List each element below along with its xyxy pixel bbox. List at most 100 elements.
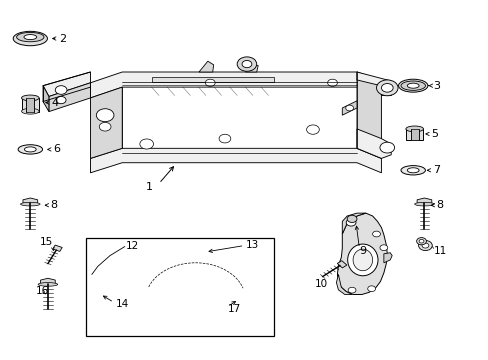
- Circle shape: [372, 231, 380, 237]
- Text: 16: 16: [35, 285, 49, 296]
- Circle shape: [367, 286, 375, 292]
- Circle shape: [379, 142, 394, 153]
- Text: 14: 14: [115, 299, 128, 309]
- Ellipse shape: [24, 147, 36, 152]
- Text: 4: 4: [52, 98, 59, 108]
- Text: 17: 17: [227, 304, 241, 314]
- Circle shape: [345, 105, 353, 111]
- Ellipse shape: [38, 283, 58, 286]
- Ellipse shape: [21, 108, 39, 114]
- Ellipse shape: [405, 126, 423, 132]
- Circle shape: [169, 266, 176, 271]
- Polygon shape: [356, 72, 390, 88]
- Polygon shape: [252, 282, 265, 291]
- Circle shape: [96, 109, 114, 122]
- Polygon shape: [41, 278, 55, 284]
- Circle shape: [346, 215, 356, 222]
- Circle shape: [184, 262, 191, 267]
- Bar: [410, 129, 418, 140]
- Circle shape: [418, 239, 423, 243]
- Text: 15: 15: [40, 237, 53, 247]
- Circle shape: [255, 283, 263, 289]
- Circle shape: [237, 57, 256, 71]
- Circle shape: [55, 86, 67, 94]
- Text: 8: 8: [436, 200, 443, 210]
- Bar: [85, 238, 273, 336]
- Bar: [405, 129, 423, 140]
- Ellipse shape: [18, 145, 42, 154]
- Text: 13: 13: [245, 240, 258, 250]
- Polygon shape: [416, 198, 431, 203]
- Text: 7: 7: [432, 165, 439, 175]
- Ellipse shape: [407, 168, 418, 173]
- Circle shape: [346, 219, 355, 226]
- Ellipse shape: [21, 95, 39, 101]
- Polygon shape: [43, 72, 90, 96]
- Bar: [26, 98, 34, 112]
- Text: 11: 11: [433, 246, 447, 256]
- Text: 2: 2: [59, 33, 66, 44]
- Polygon shape: [23, 198, 38, 203]
- Polygon shape: [337, 261, 346, 268]
- Circle shape: [158, 251, 171, 260]
- Ellipse shape: [400, 81, 425, 90]
- Polygon shape: [139, 256, 252, 291]
- Ellipse shape: [400, 166, 425, 175]
- Circle shape: [416, 238, 426, 245]
- Polygon shape: [43, 86, 49, 112]
- Text: 3: 3: [432, 81, 439, 91]
- Polygon shape: [381, 81, 390, 95]
- Circle shape: [200, 262, 207, 267]
- Text: 8: 8: [50, 200, 58, 210]
- Polygon shape: [342, 101, 356, 115]
- Ellipse shape: [17, 32, 44, 42]
- Polygon shape: [53, 245, 62, 251]
- Polygon shape: [336, 274, 351, 294]
- Circle shape: [379, 245, 387, 251]
- Circle shape: [214, 266, 221, 271]
- Text: 12: 12: [126, 240, 139, 251]
- Ellipse shape: [407, 83, 418, 88]
- Text: 9: 9: [359, 246, 366, 256]
- Polygon shape: [90, 148, 381, 173]
- Text: 5: 5: [430, 129, 437, 139]
- Polygon shape: [199, 61, 213, 72]
- Circle shape: [157, 272, 164, 277]
- Polygon shape: [337, 213, 386, 294]
- Circle shape: [327, 79, 337, 86]
- Circle shape: [219, 134, 230, 143]
- Circle shape: [381, 84, 392, 92]
- Circle shape: [347, 287, 355, 293]
- Circle shape: [376, 80, 397, 96]
- Polygon shape: [356, 72, 381, 158]
- Ellipse shape: [24, 35, 37, 40]
- Polygon shape: [90, 72, 381, 98]
- Text: 1: 1: [145, 182, 152, 192]
- Circle shape: [226, 272, 233, 277]
- Circle shape: [140, 139, 153, 149]
- Circle shape: [418, 240, 431, 251]
- Text: 10: 10: [315, 279, 327, 289]
- Ellipse shape: [347, 244, 377, 276]
- Text: 6: 6: [53, 144, 60, 154]
- Polygon shape: [49, 83, 90, 112]
- Bar: [21, 98, 39, 112]
- Circle shape: [177, 249, 183, 254]
- Polygon shape: [383, 253, 391, 263]
- Ellipse shape: [352, 249, 372, 271]
- Ellipse shape: [13, 31, 47, 46]
- Circle shape: [421, 243, 428, 248]
- Polygon shape: [245, 64, 258, 72]
- Circle shape: [56, 96, 66, 104]
- Polygon shape: [151, 77, 273, 82]
- Circle shape: [162, 253, 167, 258]
- Ellipse shape: [414, 202, 433, 206]
- Circle shape: [99, 122, 111, 131]
- Polygon shape: [90, 87, 122, 158]
- Circle shape: [242, 60, 251, 68]
- Circle shape: [132, 282, 151, 296]
- Ellipse shape: [20, 202, 40, 206]
- Circle shape: [205, 79, 215, 86]
- Circle shape: [174, 247, 186, 256]
- Polygon shape: [342, 213, 365, 234]
